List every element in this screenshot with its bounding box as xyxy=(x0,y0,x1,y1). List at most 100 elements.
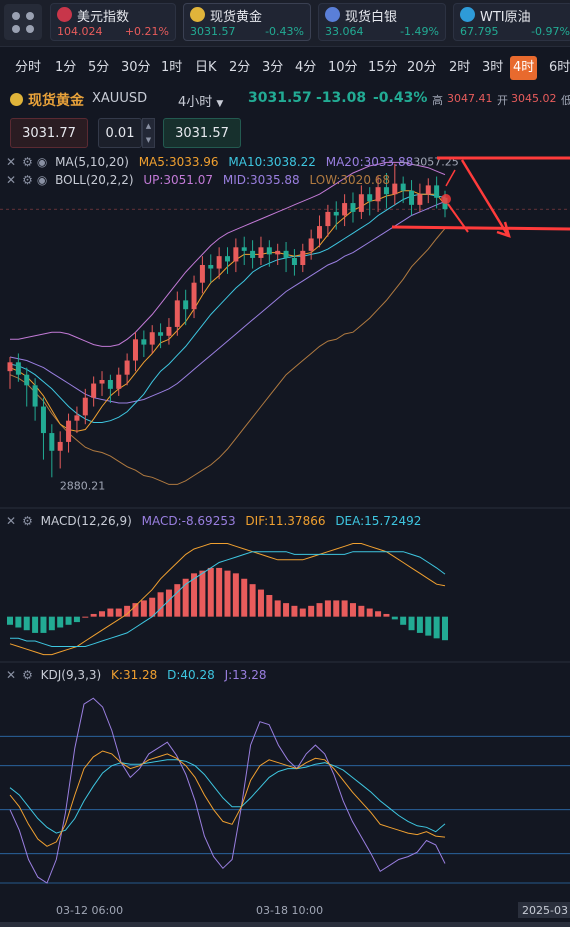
boll-legend: ✕ ⚙ ◉ BOLL(20,2,2) UP:3051.07 MID:3035.88 … xyxy=(6,173,390,187)
price-change-pct: -0.43% xyxy=(373,90,428,106)
silver-coin-icon xyxy=(325,7,340,22)
ticker-bar: 美元指数 104.024 +0.21% 现货黄金 3031.57 -0.43% … xyxy=(0,0,570,47)
timeframe-10[interactable]: 15分 xyxy=(368,60,398,75)
timeframe-3[interactable]: 30分 xyxy=(121,60,151,75)
macd-histogram-bar xyxy=(140,600,147,617)
timeframe-6[interactable]: 2分 xyxy=(229,60,251,75)
timeframe-12[interactable]: 2时 xyxy=(449,60,471,75)
timeframe-4[interactable]: 1时 xyxy=(161,60,183,75)
candle-body xyxy=(409,190,415,205)
candle-body xyxy=(15,362,21,375)
kdj-k-line xyxy=(9,750,446,847)
period-label: 4小时 xyxy=(178,95,213,110)
ticker-change: -0.97% xyxy=(531,25,570,38)
macd-histogram-bar xyxy=(40,616,47,633)
settings-icon[interactable]: ⚙ xyxy=(22,155,33,169)
macd-histogram-bar xyxy=(408,616,415,631)
high-value: 3047.41 xyxy=(447,92,493,105)
macd-chart-area xyxy=(7,543,448,656)
candle-body xyxy=(191,282,197,310)
candle-body xyxy=(66,420,72,442)
boll-low-line xyxy=(9,228,446,485)
timeframe-13[interactable]: 3时 xyxy=(482,60,504,75)
timeframe-2[interactable]: 5分 xyxy=(88,60,110,75)
macd-histogram-bar xyxy=(132,603,139,617)
timeframe-14[interactable]: 4时 xyxy=(510,56,538,80)
arrow-head-icon xyxy=(496,221,511,238)
x-axis-label: 2025-03 xyxy=(522,904,568,917)
macd-histogram-bar xyxy=(266,595,273,617)
buy-button[interactable]: 3031.57 xyxy=(163,118,241,148)
close-icon[interactable]: ✕ xyxy=(6,668,17,682)
macd-histogram-bar xyxy=(32,616,39,633)
timeframe-8[interactable]: 4分 xyxy=(295,60,317,75)
lot-size-input[interactable]: 0.01 xyxy=(98,118,142,148)
candle-body xyxy=(275,250,281,255)
high-label: 高 xyxy=(432,94,443,107)
macd-histogram-bar xyxy=(174,584,181,617)
candle-body xyxy=(375,187,381,202)
timeframe-0[interactable]: 分时 xyxy=(15,60,42,75)
bottom-scrollbar[interactable] xyxy=(0,922,570,927)
candle-body xyxy=(183,300,189,310)
macd-histogram-bar xyxy=(283,603,290,617)
settings-icon[interactable]: ⚙ xyxy=(22,173,33,187)
macd-histogram-bar xyxy=(308,605,315,617)
close-icon[interactable]: ✕ xyxy=(6,173,17,187)
min-price-label: 2880.21 xyxy=(60,479,105,492)
candle-body xyxy=(350,203,356,212)
candle-body xyxy=(82,397,88,416)
eye-icon[interactable]: ◉ xyxy=(36,173,48,187)
ticker-name: WTI原油 xyxy=(480,10,531,25)
ma10-line xyxy=(9,193,446,423)
dea-value: DEA:15.72492 xyxy=(335,514,422,528)
timeframe-7[interactable]: 3分 xyxy=(262,60,284,75)
ticker-usd-index[interactable]: 美元指数 104.024 +0.21% xyxy=(50,3,176,41)
annotation-layer xyxy=(391,156,570,238)
macd-histogram-bar xyxy=(391,616,398,620)
ticker-spot-gold[interactable]: 现货黄金 3031.57 -0.43% xyxy=(183,3,311,41)
macd-histogram-bar xyxy=(15,616,22,628)
stepper-up-icon[interactable]: ▲ xyxy=(145,122,152,130)
apps-grid-icon[interactable] xyxy=(4,4,42,40)
macd-value: MACD:-8.69253 xyxy=(141,514,236,528)
up-arrow-stroke xyxy=(445,169,456,187)
ticker-wti-oil[interactable]: WTI原油 67.795 -0.97% xyxy=(453,3,570,41)
close-icon[interactable]: ✕ xyxy=(6,155,17,169)
eye-icon[interactable]: ◉ xyxy=(36,155,48,169)
ticker-spot-silver[interactable]: 现货白银 33.064 -1.49% xyxy=(318,3,446,41)
stepper-down-icon[interactable]: ▼ xyxy=(145,136,152,144)
macd-histogram-bar xyxy=(400,616,407,625)
ma-legend: ✕ ⚙ ◉ MA(5,10,20) MA5:3033.96 MA10:3038.22… xyxy=(6,155,413,169)
macd-histogram-bar xyxy=(291,605,298,617)
timeframe-9[interactable]: 10分 xyxy=(328,60,358,75)
macd-histogram-bar xyxy=(442,616,448,641)
ticker-change: -1.49% xyxy=(400,25,439,38)
macd-histogram-bar xyxy=(366,608,373,617)
symbol-name[interactable]: 现货黄金 xyxy=(28,93,84,109)
candle-body xyxy=(266,247,272,255)
sell-button[interactable]: 3031.77 xyxy=(10,118,88,148)
candle-body xyxy=(358,194,364,212)
macd-legend: ✕ ⚙ MACD(12,26,9) MACD:-8.69253 DIF:11.37… xyxy=(6,514,421,528)
period-selector[interactable]: 4小时 ▼ xyxy=(178,91,223,110)
candle-body xyxy=(91,383,97,398)
candle-body xyxy=(107,380,113,389)
candle-body xyxy=(199,265,205,283)
candle-body xyxy=(99,380,105,384)
timeframe-1[interactable]: 1分 xyxy=(55,60,77,75)
candle-body xyxy=(132,339,138,361)
boll-low-value: LOW:3020.68 xyxy=(309,173,391,187)
candle-body xyxy=(241,247,247,251)
close-icon[interactable]: ✕ xyxy=(6,514,17,528)
macd-histogram-bar xyxy=(165,589,172,617)
settings-icon[interactable]: ⚙ xyxy=(22,668,33,682)
timeframe-15[interactable]: 6时 xyxy=(549,60,570,75)
timeframe-11[interactable]: 20分 xyxy=(407,60,437,75)
lot-stepper[interactable]: ▲ ▼ xyxy=(142,118,155,148)
timeframe-5[interactable]: 日K xyxy=(195,60,217,75)
settings-icon[interactable]: ⚙ xyxy=(22,514,33,528)
candle-body xyxy=(124,360,130,375)
